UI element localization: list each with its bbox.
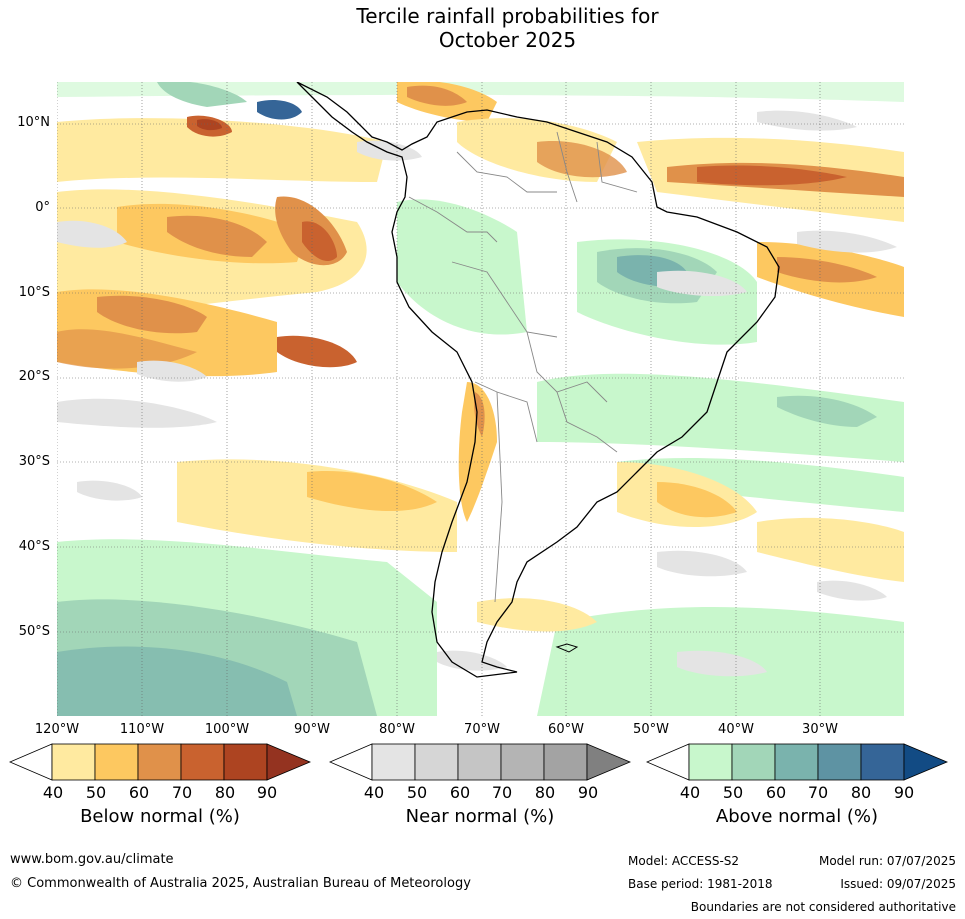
above-tick-90: 90	[893, 783, 915, 802]
below-tick-70: 70	[171, 783, 193, 802]
colorbar-segment	[414, 743, 459, 781]
below-normal-region	[57, 82, 904, 632]
lat-label-10n: 10°N	[17, 115, 50, 130]
lat-label-30s: 30°S	[18, 454, 50, 469]
near-normal-title: Near normal (%)	[405, 806, 555, 827]
copyright-text: © Commonwealth of Australia 2025, Austra…	[10, 876, 471, 891]
chart-title: Tercile rainfall probabilities for Octob…	[0, 4, 965, 52]
model-run-date: Model run: 07/07/2025	[818, 854, 956, 868]
colorbar-segment	[688, 743, 733, 781]
colorbar-segment	[94, 743, 139, 781]
lat-label-20s: 20°S	[18, 369, 50, 384]
colorbar-segment	[500, 743, 545, 781]
colorbar-segment	[774, 743, 819, 781]
base-period: Base period: 1981-2018	[628, 877, 773, 891]
colorbar-segment	[223, 743, 268, 781]
lon-label-30w: 30°W	[802, 722, 838, 737]
below-tick-40: 40	[42, 783, 64, 802]
colorbar-extension-high	[586, 743, 631, 781]
colorbar-segment	[51, 743, 96, 781]
below-tick-90: 90	[256, 783, 278, 802]
lon-label-120w: 120°W	[34, 722, 80, 737]
lon-label-50w: 50°W	[633, 722, 669, 737]
near-tick-40: 40	[363, 783, 385, 802]
title-line-1: Tercile rainfall probabilities for	[356, 4, 659, 28]
lon-label-70w: 70°W	[464, 722, 500, 737]
lon-label-80w: 80°W	[379, 722, 415, 737]
near-tick-60: 60	[449, 783, 471, 802]
colorbar-segment	[543, 743, 588, 781]
colorbar-segment	[817, 743, 862, 781]
lon-label-100w: 100°W	[204, 722, 250, 737]
lat-label-50s: 50°S	[18, 624, 50, 639]
below-tick-50: 50	[85, 783, 107, 802]
near-tick-70: 70	[491, 783, 513, 802]
website-link[interactable]: www.bom.gov.au/climate	[10, 852, 174, 867]
colorbar-segment	[731, 743, 776, 781]
south-america-coastline	[296, 82, 780, 678]
lon-label-90w: 90°W	[294, 722, 330, 737]
above-tick-70: 70	[807, 783, 829, 802]
lat-label-0: 0°	[35, 200, 50, 215]
colorbar-segment	[860, 743, 905, 781]
lon-label-110w: 110°W	[119, 722, 165, 737]
colorbar-segment	[137, 743, 182, 781]
near-tick-80: 80	[534, 783, 556, 802]
above-tick-60: 60	[765, 783, 787, 802]
model-name: Model: ACCESS-S2	[628, 854, 740, 868]
colorbar-segment	[371, 743, 416, 781]
rainfall-probability-map	[57, 82, 904, 716]
above-normal-region	[57, 82, 904, 716]
above-tick-50: 50	[722, 783, 744, 802]
lat-label-40s: 40°S	[18, 539, 50, 554]
above-tick-40: 40	[679, 783, 701, 802]
lon-label-40w: 40°W	[718, 722, 754, 737]
country-borders	[408, 131, 638, 603]
above-tick-80: 80	[850, 783, 872, 802]
below-tick-60: 60	[128, 783, 150, 802]
near-normal-colorbar	[329, 743, 631, 781]
title-line-2: October 2025	[438, 28, 577, 52]
near-tick-50: 50	[406, 783, 428, 802]
colorbar-extension-high	[266, 743, 311, 781]
issued-date: Issued: 09/07/2025	[840, 877, 956, 891]
colorbar-segment	[180, 743, 225, 781]
below-normal-title: Below normal (%)	[80, 806, 240, 827]
colorbar-extension-low	[329, 743, 373, 781]
falkland-islands	[555, 643, 579, 653]
graticule	[57, 82, 904, 716]
lat-label-10s: 10°S	[18, 285, 50, 300]
above-normal-colorbar	[646, 743, 948, 781]
colorbar-extension-low	[646, 743, 690, 781]
below-tick-80: 80	[214, 783, 236, 802]
colorbar-extension-low	[9, 743, 53, 781]
lon-label-60w: 60°W	[548, 722, 584, 737]
colorbar-extension-high	[903, 743, 948, 781]
above-normal-title: Above normal (%)	[715, 806, 879, 827]
boundaries-disclaimer: Boundaries are not considered authoritat…	[690, 900, 956, 914]
colorbar-segment	[457, 743, 502, 781]
near-tick-90: 90	[577, 783, 599, 802]
below-normal-colorbar	[9, 743, 311, 781]
